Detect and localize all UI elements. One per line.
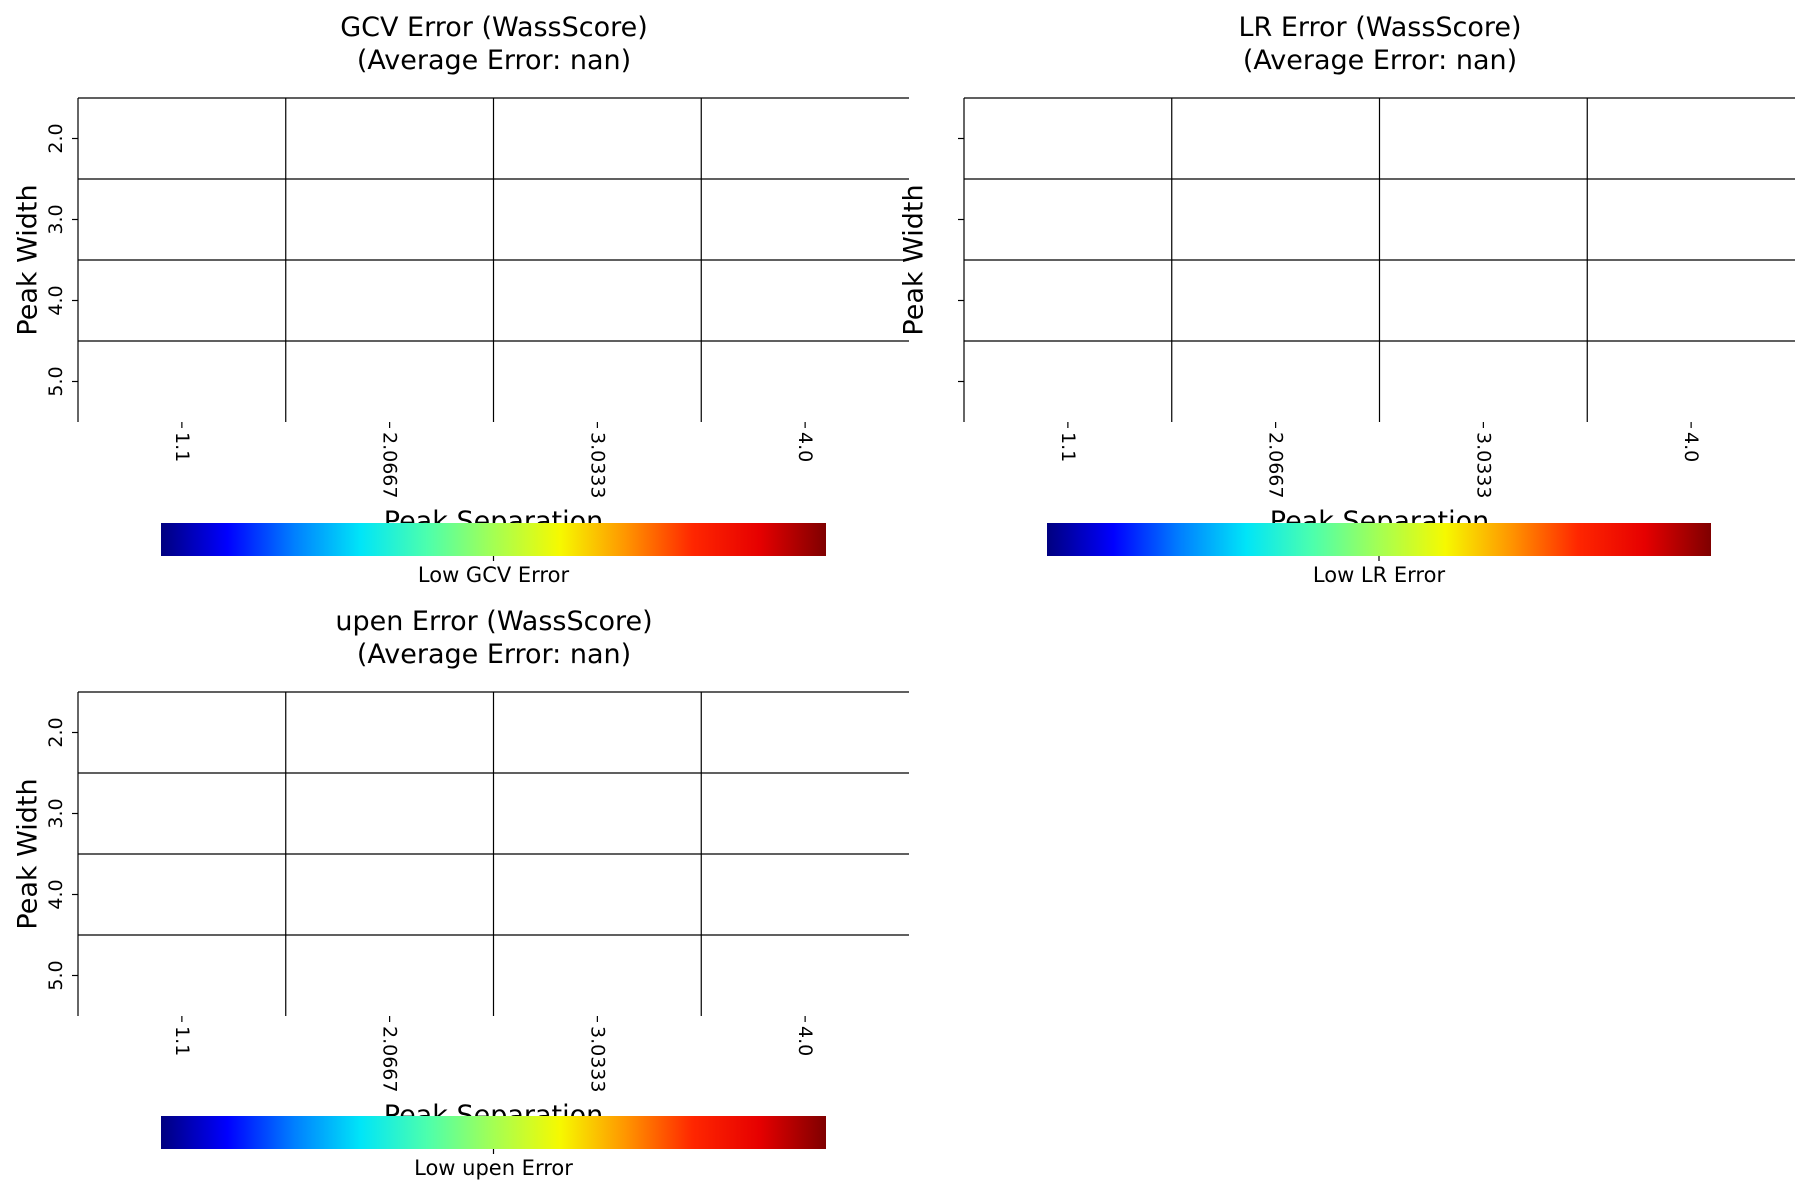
y-tick-label: 4.0	[45, 285, 67, 315]
y-tick-label: 2.0	[45, 717, 67, 747]
heatmap-cell	[964, 179, 1172, 260]
heatmap-cell	[285, 341, 494, 422]
colorbar	[1047, 523, 1711, 556]
x-tick-label: 3.0333	[1472, 432, 1494, 498]
heatmap-panel-1: GCV Error (WassScore)(Average Error: nan…	[13, 12, 909, 587]
heatmap-cell	[285, 179, 494, 260]
heatmap-cell	[285, 260, 494, 341]
heatmap-cell	[285, 854, 494, 935]
y-tick-label: 5.0	[45, 366, 67, 396]
heatmap-cell	[493, 935, 702, 1016]
heatmap-cell	[78, 260, 286, 341]
heatmap-cell	[493, 692, 702, 773]
heatmap-cell	[78, 935, 286, 1016]
heatmap-cell	[78, 341, 286, 422]
heatmap-cell	[964, 98, 1172, 179]
x-tick-label: 4.0	[794, 432, 816, 462]
heatmap-cell	[701, 773, 909, 854]
heatmap-cell	[701, 854, 909, 935]
panel-title: GCV Error (WassScore)	[340, 12, 648, 43]
heatmap-cell	[701, 260, 909, 341]
x-tick-label: 1.1	[171, 432, 193, 462]
heatmap-cell	[1379, 341, 1588, 422]
x-tick-label: 3.0333	[586, 432, 608, 498]
heatmap-cell	[78, 773, 286, 854]
y-tick-label: 5.0	[45, 960, 67, 990]
heatmap-cell	[493, 179, 702, 260]
colorbar-label: Low LR Error	[1313, 563, 1446, 587]
heatmap-cell	[1587, 179, 1795, 260]
heatmap-cell	[964, 341, 1172, 422]
colorbar-label: Low GCV Error	[418, 563, 570, 587]
colorbar-label: Low upen Error	[414, 1156, 573, 1180]
heatmap-cell	[1171, 98, 1380, 179]
heatmap-cell	[1587, 341, 1795, 422]
x-tick-label: 1.1	[1057, 432, 1079, 462]
heatmap-cell	[701, 179, 909, 260]
heatmap-panel-2: LR Error (WassScore)(Average Error: nan)…	[899, 12, 1795, 587]
heatmap-cell	[1171, 179, 1380, 260]
heatmap-cell	[701, 935, 909, 1016]
y-axis-label: Peak Width	[13, 778, 44, 929]
heatmap-cell	[1171, 341, 1380, 422]
y-tick-label: 2.0	[45, 123, 67, 153]
heatmap-cell	[78, 98, 286, 179]
x-tick-label: 2.0667	[1265, 432, 1287, 498]
x-tick-label: 1.1	[171, 1026, 193, 1056]
y-tick-label: 3.0	[45, 798, 67, 828]
panel-subtitle: (Average Error: nan)	[357, 639, 631, 670]
heatmap-cell	[1587, 260, 1795, 341]
panel-title: upen Error (WassScore)	[335, 606, 652, 637]
heatmap-cell	[493, 341, 702, 422]
heatmap-cell	[285, 98, 494, 179]
y-tick-label: 4.0	[45, 879, 67, 909]
heatmap-cell	[493, 854, 702, 935]
heatmap-cell	[493, 260, 702, 341]
x-tick-label: 4.0	[1680, 432, 1702, 462]
heatmap-cell	[701, 692, 909, 773]
panel-subtitle: (Average Error: nan)	[357, 45, 631, 76]
x-tick-label: 2.0667	[379, 432, 401, 498]
heatmap-cell	[493, 98, 702, 179]
heatmap-cell	[493, 773, 702, 854]
x-tick-label: 4.0	[794, 1026, 816, 1056]
heatmap-panel-3: upen Error (WassScore)(Average Error: na…	[13, 606, 909, 1180]
heatmap-cell	[964, 260, 1172, 341]
colorbar	[161, 523, 826, 556]
x-tick-label: 3.0333	[586, 1026, 608, 1092]
heatmap-cell	[1587, 98, 1795, 179]
x-tick-label: 2.0667	[379, 1026, 401, 1092]
y-tick-label: 3.0	[45, 204, 67, 234]
heatmap-cell	[78, 854, 286, 935]
heatmap-cell	[285, 935, 494, 1016]
heatmap-cell	[285, 773, 494, 854]
colorbar	[161, 1116, 826, 1149]
heatmap-cell	[1379, 179, 1588, 260]
panel-subtitle: (Average Error: nan)	[1243, 45, 1517, 76]
panel-title: LR Error (WassScore)	[1238, 12, 1521, 43]
heatmap-cell	[78, 692, 286, 773]
y-axis-label: Peak Width	[13, 184, 44, 335]
y-axis-label: Peak Width	[899, 184, 930, 335]
heatmap-cell	[701, 341, 909, 422]
heatmap-cell	[1379, 260, 1588, 341]
heatmap-cell	[1171, 260, 1380, 341]
heatmap-cell	[1379, 98, 1588, 179]
heatmap-cell	[78, 179, 286, 260]
heatmap-cell	[701, 98, 909, 179]
heatmap-cell	[285, 692, 494, 773]
